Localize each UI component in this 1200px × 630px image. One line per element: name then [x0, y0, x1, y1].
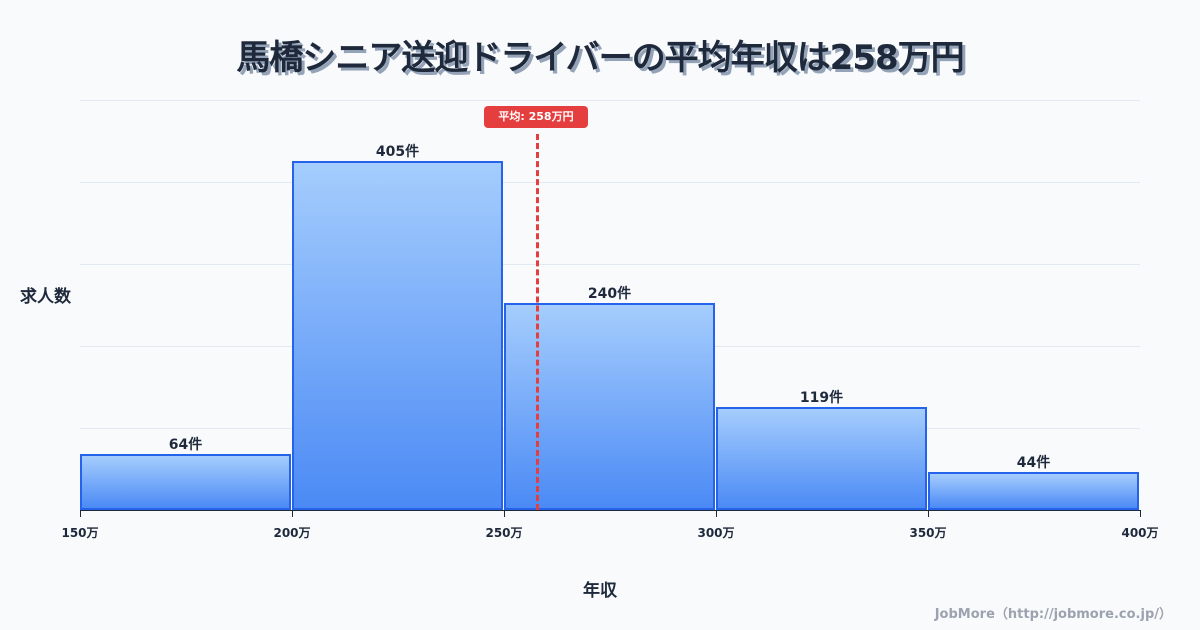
mean-line [536, 134, 539, 510]
x-tick-label: 300万 [697, 526, 735, 540]
x-tick-label: 350万 [909, 526, 947, 540]
bar-value-label: 240件 [587, 286, 632, 302]
x-tick-label: 250万 [485, 526, 523, 540]
x-tick [716, 510, 717, 517]
plot-area: 64件 405件 240件 119件 44件 [80, 100, 1140, 510]
x-tick [1140, 510, 1141, 517]
histogram-bar: 119件 [716, 390, 927, 510]
bar-value-label: 119件 [799, 390, 844, 406]
x-tick-label: 150万 [61, 526, 99, 540]
x-tick [80, 510, 81, 517]
x-tick-label: 400万 [1121, 526, 1159, 540]
chart-title: 馬橋シニア送迎ドライバーの平均年収は258万円 [236, 38, 964, 78]
mean-badge: 平均: 258万円 [484, 106, 588, 128]
x-tick [928, 510, 929, 517]
histogram-bar: 240件 [504, 286, 715, 510]
gridline [80, 182, 1140, 183]
x-axis-label: 年収 [583, 581, 617, 601]
histogram-bar: 64件 [80, 437, 291, 510]
x-axis-line [80, 510, 1140, 511]
gridline [80, 100, 1140, 101]
source-credit: JobMore（http://jobmore.co.jp/） [934, 607, 1172, 622]
x-tick-label: 200万 [273, 526, 311, 540]
x-tick [292, 510, 293, 517]
histogram-bar: 405件 [292, 144, 503, 510]
x-tick [504, 510, 505, 517]
bar-value-label: 44件 [1016, 455, 1051, 471]
bar-value-label: 64件 [168, 437, 203, 453]
y-axis-label: 求人数 [20, 287, 71, 307]
histogram-bar: 44件 [928, 455, 1139, 510]
bar-value-label: 405件 [375, 144, 420, 160]
gridline [80, 264, 1140, 265]
